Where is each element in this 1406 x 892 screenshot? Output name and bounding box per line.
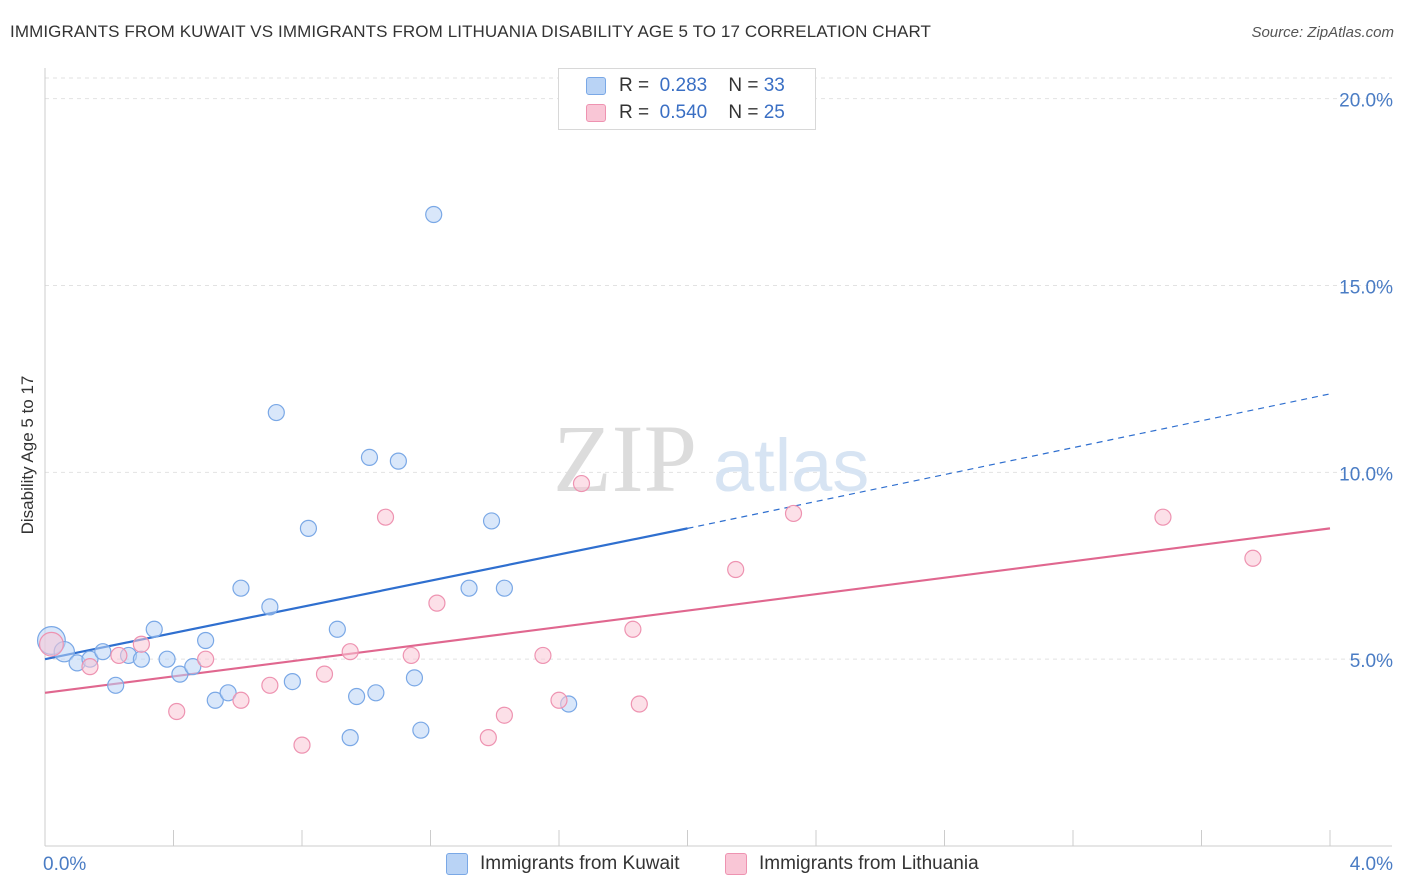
legend-item-kuwait: Immigrants from Kuwait [446, 851, 680, 877]
data-point [197, 650, 215, 668]
data-point [405, 669, 424, 687]
axes [44, 68, 1392, 847]
data-point [261, 598, 279, 616]
data-point [784, 504, 803, 523]
data-point [219, 684, 237, 702]
legend-r-kuwait: 0.283 [659, 75, 708, 96]
grid-lines [45, 77, 1392, 660]
data-point [107, 676, 125, 694]
data-point [232, 579, 250, 597]
data-point [341, 643, 359, 661]
legend-r-lithuania: 0.540 [659, 102, 708, 123]
data-points [36, 205, 1262, 754]
chart-title: IMMIGRANTS FROM KUWAIT VS IMMIGRANTS FRO… [10, 22, 932, 41]
data-point [171, 665, 189, 683]
data-point [293, 736, 311, 754]
data-point [81, 658, 99, 676]
data-point [376, 508, 395, 526]
watermark-zip: ZIP [553, 405, 697, 512]
legend-n-label: N = [728, 102, 759, 123]
data-point [315, 665, 334, 683]
legend-row-lithuania: R = 0.540 N = 25 [586, 101, 785, 125]
data-point [38, 631, 64, 657]
y-tick-label: 15.0% [1339, 278, 1393, 299]
data-point [402, 646, 420, 665]
legend-bottom-label-kuwait: Immigrants from Kuwait [480, 853, 680, 874]
data-point [630, 695, 648, 713]
data-point [495, 706, 513, 724]
data-point [341, 729, 359, 747]
legend-swatch-kuwait [586, 77, 606, 95]
data-point [184, 658, 202, 676]
legend-bottom-swatch-lithuania [725, 853, 747, 875]
data-point [360, 448, 379, 466]
watermark-atlas: atlas [713, 424, 869, 507]
data-point [299, 519, 318, 537]
legend-n-kuwait: 33 [763, 75, 785, 96]
legend-item-lithuania: Immigrants from Lithuania [725, 851, 979, 877]
data-point [283, 672, 301, 691]
data-point [158, 650, 176, 668]
data-point [168, 702, 186, 721]
data-point [328, 620, 346, 638]
data-point [267, 403, 285, 422]
data-point [572, 474, 591, 493]
data-point [534, 646, 552, 665]
source-credit: Source: ZipAtlas.com [1251, 24, 1394, 41]
legend-row-kuwait: R = 0.283 N = 33 [586, 74, 785, 98]
legend-n-lithuania: 25 [763, 102, 785, 123]
data-point [624, 620, 642, 638]
data-point [261, 676, 279, 694]
data-point [348, 687, 366, 706]
data-point [232, 691, 250, 709]
y-tick-labels: 5.0% 10.0% 15.0% 20.0% [1339, 91, 1393, 672]
legend-r-label: R = [619, 102, 650, 123]
data-point [94, 643, 112, 661]
data-point [1154, 508, 1172, 526]
data-point [110, 646, 128, 665]
y-tick-label: 20.0% [1339, 91, 1393, 112]
data-point [389, 452, 407, 470]
trend-line [44, 527, 1331, 694]
data-point [197, 631, 215, 650]
y-tick-label: 5.0% [1350, 651, 1393, 672]
legend-n-label: N = [728, 75, 759, 96]
watermark: ZIP atlas [553, 405, 869, 512]
data-point [412, 721, 430, 739]
x-tick-label-max: 4.0% [1350, 854, 1393, 875]
data-point [495, 579, 513, 597]
legend-bottom-swatch-kuwait [446, 853, 468, 875]
y-tick-label: 10.0% [1339, 464, 1393, 485]
data-point [460, 579, 478, 597]
legend-bottom-label-lithuania: Immigrants from Lithuania [759, 853, 979, 874]
x-tick-label-min: 0.0% [43, 854, 86, 875]
data-point [367, 684, 385, 702]
data-point [425, 205, 443, 224]
legend-swatch-lithuania [586, 104, 606, 122]
data-point [132, 635, 150, 653]
data-point [727, 560, 745, 579]
correlation-legend: R = 0.283 N = 33 R = 0.540 N = 25 [558, 68, 816, 130]
x-ticks [44, 830, 1331, 846]
data-point [145, 620, 163, 638]
data-point [482, 512, 501, 530]
data-point [479, 729, 497, 747]
data-point [550, 691, 568, 709]
data-point [428, 594, 446, 612]
data-point [206, 691, 224, 709]
data-point [1244, 549, 1262, 567]
data-point [132, 650, 150, 668]
legend-r-label: R = [619, 75, 650, 96]
